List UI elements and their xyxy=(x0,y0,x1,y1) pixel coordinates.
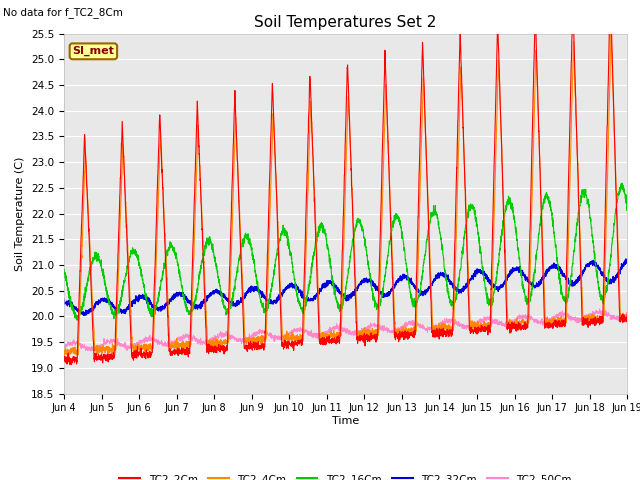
X-axis label: Time: Time xyxy=(332,416,359,426)
Text: No data for f_TC2_8Cm: No data for f_TC2_8Cm xyxy=(3,7,123,18)
Title: Soil Temperatures Set 2: Soil Temperatures Set 2 xyxy=(255,15,436,30)
Legend: TC2_2Cm, TC2_4Cm, TC2_16Cm, TC2_32Cm, TC2_50Cm: TC2_2Cm, TC2_4Cm, TC2_16Cm, TC2_32Cm, TC… xyxy=(115,470,576,480)
Text: SI_met: SI_met xyxy=(72,46,115,57)
Y-axis label: Soil Temperature (C): Soil Temperature (C) xyxy=(15,156,26,271)
